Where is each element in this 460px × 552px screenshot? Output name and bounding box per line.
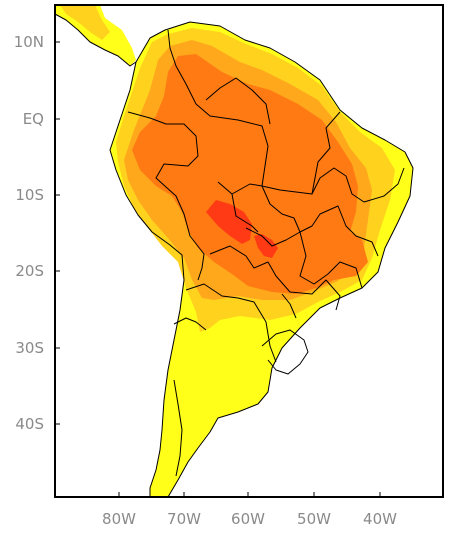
y-tick-label: 30S [15, 339, 44, 357]
shade-high [132, 54, 368, 294]
map-layers [55, 5, 414, 497]
y-tick-label: 20S [15, 262, 44, 280]
y-tick-label: 40S [15, 415, 44, 433]
x-tick-label: 80W [102, 510, 136, 528]
y-tick-label: 10N [14, 33, 44, 51]
country-borders [55, 13, 414, 497]
x-tick-label: 70W [167, 510, 201, 528]
shade-peak-east [254, 234, 278, 258]
axis-ticks [55, 41, 381, 497]
x-tick-label: 40W [363, 510, 397, 528]
shade-peak-west [206, 200, 252, 244]
x-tick-label: 50W [297, 510, 331, 528]
y-tick-label: 10S [15, 186, 44, 204]
shade-central-america [60, 5, 110, 40]
map-frame [54, 4, 444, 498]
x-tick-label: 60W [231, 510, 265, 528]
y-tick-label: EQ [23, 110, 44, 128]
